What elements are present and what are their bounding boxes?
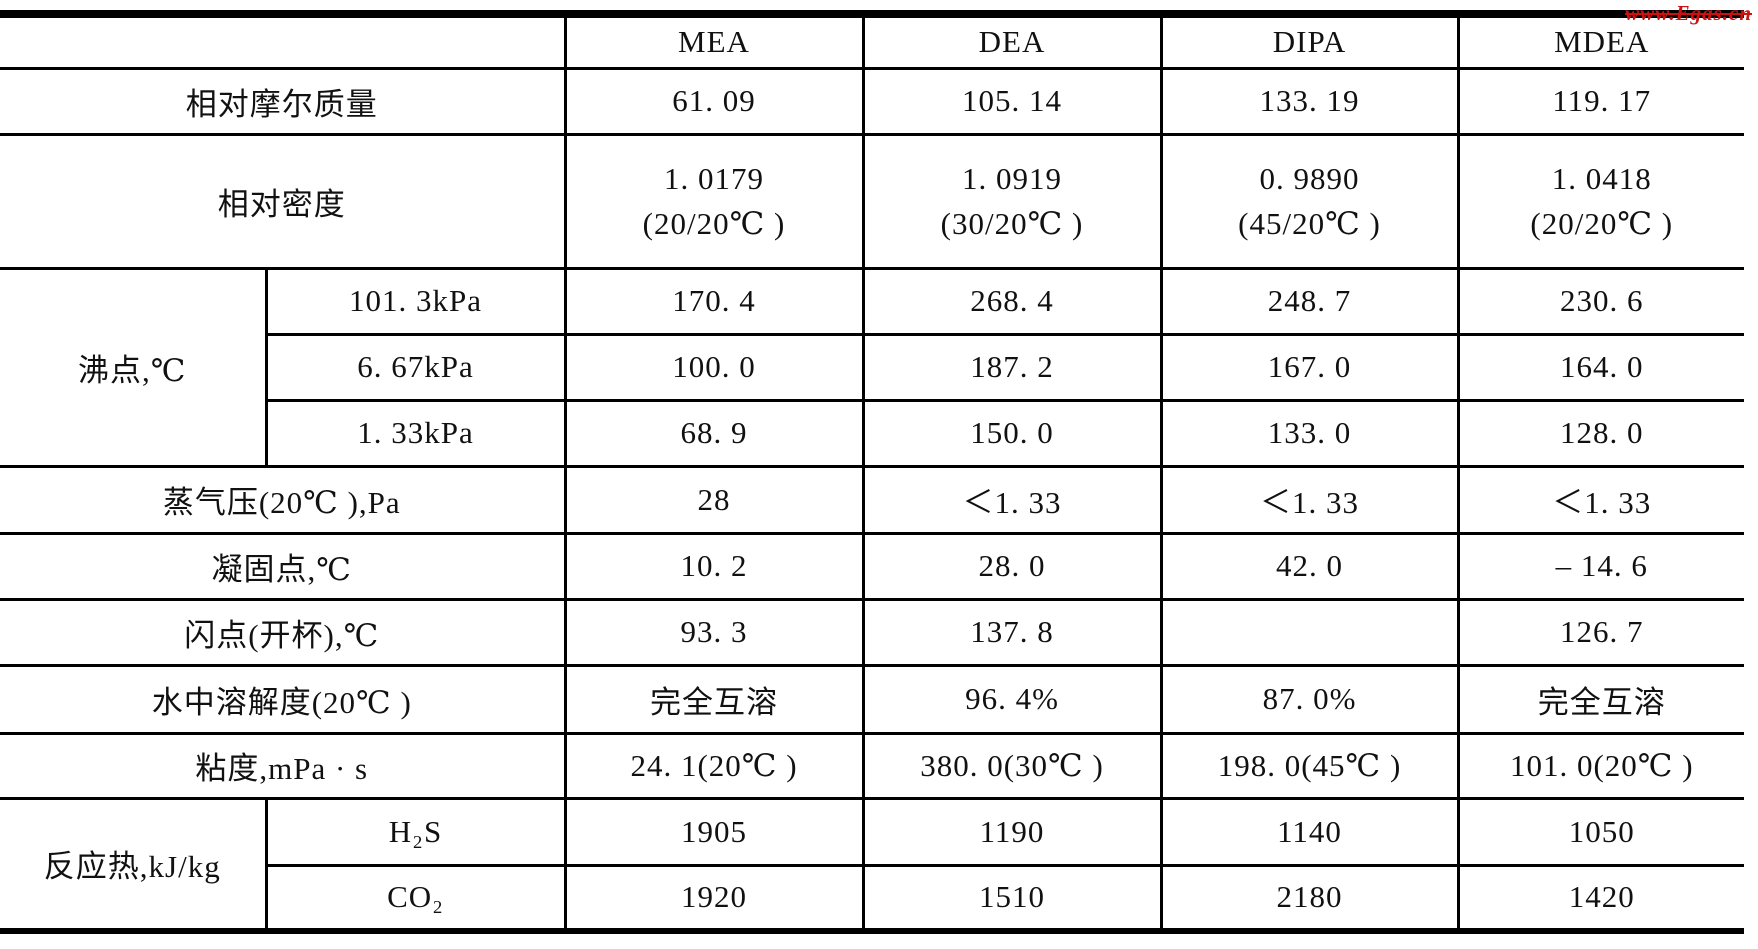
freezing-point-label: 凝固点,℃ (0, 531, 567, 601)
col-header-dea: DEA (861, 12, 1163, 70)
viscosity-dea: 380. 0(30℃ ) (861, 731, 1163, 800)
boiling-667kpa-dipa: 167. 0 (1159, 332, 1460, 402)
density-condition: (20/20℃ ) (1530, 206, 1674, 241)
table-row-viscosity: 粘度,mPa · s 24. 1(20℃ ) 380. 0(30℃ ) 198.… (0, 731, 1744, 800)
reaction-heat-h2s-mea: 1905 (563, 796, 865, 867)
boiling-sub-label-133kpa: 1. 33kPa (266, 398, 567, 468)
table-row-molar-mass: 相对摩尔质量 61. 09 105. 14 133. 19 119. 17 (0, 66, 1744, 136)
table-row-flash-point: 闪点(开杯),℃ 93. 3 137. 8 126. 7 (0, 597, 1744, 667)
vapor-pressure-dea: ＜1. 33 (861, 464, 1163, 535)
reaction-heat-sub-label-co2: CO₂ (266, 863, 567, 933)
corner-empty-cell (0, 12, 567, 70)
boiling-133kpa-dipa: 133. 0 (1159, 398, 1460, 468)
table-row-boiling-101kpa: 沸点,℃ 101. 3kPa 170. 4 268. 4 248. 7 230.… (0, 266, 1744, 468)
table-row-solubility: 水中溶解度(20℃ ) 完全互溶 96. 4% 87. 0% 完全互溶 (0, 663, 1744, 735)
table-row-freezing-point: 凝固点,℃ 10. 2 28. 0 42. 0 – 14. 6 (0, 531, 1744, 601)
boiling-sub-label-101kpa: 101. 3kPa (264, 266, 567, 336)
viscosity-mea: 24. 1(20℃ ) (563, 731, 865, 800)
vapor-pressure-dipa: ＜1. 33 (1159, 464, 1460, 535)
reaction-heat-sub-label-h2s: H₂S (264, 796, 567, 867)
density-condition: (20/20℃ ) (642, 206, 786, 241)
boiling-101kpa-dea: 268. 4 (861, 266, 1163, 336)
table-row-vapor-pressure: 蒸气压(20℃ ),Pa 28 ＜1. 33 ＜1. 33 ＜1. 33 (0, 464, 1744, 535)
solubility-dea: 96. 4% (861, 663, 1163, 735)
boiling-101kpa-dipa: 248. 7 (1159, 266, 1460, 336)
solubility-dipa: 87. 0% (1159, 663, 1460, 735)
molar-mass-mdea: 119. 17 (1456, 66, 1744, 136)
flash-point-dipa (1159, 597, 1460, 667)
boiling-667kpa-mea: 100. 0 (563, 332, 865, 402)
freezing-point-mdea: – 14. 6 (1456, 531, 1744, 601)
density-mea: 1. 0179 (20/20℃ ) (563, 132, 865, 270)
density-value: 1. 0919 (962, 161, 1062, 196)
reaction-heat-h2s-dipa: 1140 (1159, 796, 1460, 867)
boiling-101kpa-mdea: 230. 6 (1456, 266, 1744, 336)
molar-mass-label: 相对摩尔质量 (0, 66, 567, 136)
viscosity-label: 粘度,mPa · s (0, 731, 567, 800)
freezing-point-dipa: 42. 0 (1159, 531, 1460, 601)
density-mdea: 1. 0418 (20/20℃ ) (1456, 132, 1744, 270)
density-dea: 1. 0919 (30/20℃ ) (861, 132, 1163, 270)
solubility-mea: 完全互溶 (563, 663, 865, 735)
density-value: 1. 0179 (664, 161, 764, 196)
viscosity-dipa: 198. 0(45℃ ) (1159, 731, 1460, 800)
reaction-heat-co2-dipa: 2180 (1159, 863, 1460, 933)
reaction-heat-h2s-dea: 1190 (861, 796, 1163, 867)
flash-point-mdea: 126. 7 (1456, 597, 1744, 667)
molar-mass-dipa: 133. 19 (1159, 66, 1460, 136)
density-condition: (45/20℃ ) (1238, 206, 1381, 241)
site-watermark: www.Egas.cn (1625, 1, 1752, 25)
flash-point-label: 闪点(开杯),℃ (0, 597, 567, 667)
reaction-heat-co2-mea: 1920 (563, 863, 865, 933)
col-header-mea: MEA (563, 12, 865, 70)
density-value: 0. 9890 (1259, 161, 1360, 196)
density-value: 1. 0418 (1551, 161, 1652, 196)
table-row-reaction-heat-co2: CO₂ 1920 1510 2180 1420 (0, 863, 1744, 933)
density-dipa: 0. 9890 (45/20℃ ) (1159, 132, 1460, 270)
reaction-heat-h2s-mdea: 1050 (1456, 796, 1744, 867)
density-label: 相对密度 (0, 132, 567, 270)
amine-properties-table: MEA DEA DIPA MDEA 相对摩尔质量 61. 09 105. 14 … (0, 10, 1744, 934)
boiling-133kpa-mea: 68. 9 (563, 398, 865, 468)
table-row-boiling-133kpa: 1. 33kPa 68. 9 150. 0 133. 0 128. 0 (0, 398, 1744, 468)
reaction-heat-group-label: 反应热,kJ/kg (0, 796, 268, 933)
vapor-pressure-label: 蒸气压(20℃ ),Pa (0, 464, 567, 535)
boiling-133kpa-dea: 150. 0 (861, 398, 1163, 468)
density-condition: (30/20℃ ) (940, 206, 1084, 241)
boiling-sub-label-667kpa: 6. 67kPa (266, 332, 567, 402)
freezing-point-mea: 10. 2 (563, 531, 865, 601)
table-row-reaction-heat-h2s: 反应热,kJ/kg H₂S 1905 1190 1140 1050 (0, 796, 1744, 933)
viscosity-mdea: 101. 0(20℃ ) (1456, 731, 1744, 800)
table-row-boiling-667kpa: 6. 67kPa 100. 0 187. 2 167. 0 164. 0 (0, 332, 1744, 402)
flash-point-dea: 137. 8 (861, 597, 1163, 667)
freezing-point-dea: 28. 0 (861, 531, 1163, 601)
boiling-667kpa-mdea: 164. 0 (1456, 332, 1744, 402)
boiling-point-group-label: 沸点,℃ (0, 266, 268, 468)
molar-mass-mea: 61. 09 (563, 66, 865, 136)
solubility-mdea: 完全互溶 (1456, 663, 1744, 735)
reaction-heat-co2-dea: 1510 (861, 863, 1163, 933)
boiling-101kpa-mea: 170. 4 (563, 266, 865, 336)
vapor-pressure-mea: 28 (563, 464, 865, 535)
boiling-133kpa-mdea: 128. 0 (1456, 398, 1744, 468)
table-row-density: 相对密度 1. 0179 (20/20℃ ) 1. 0919 (30/20℃ )… (0, 132, 1744, 270)
header-row: MEA DEA DIPA MDEA (0, 12, 1744, 70)
flash-point-mea: 93. 3 (563, 597, 865, 667)
solubility-label: 水中溶解度(20℃ ) (0, 663, 567, 735)
col-header-dipa: DIPA (1159, 12, 1460, 70)
boiling-667kpa-dea: 187. 2 (861, 332, 1163, 402)
col-header-mdea: MDEA (1456, 12, 1744, 70)
vapor-pressure-mdea: ＜1. 33 (1456, 464, 1744, 535)
molar-mass-dea: 105. 14 (861, 66, 1163, 136)
reaction-heat-co2-mdea: 1420 (1456, 863, 1744, 933)
